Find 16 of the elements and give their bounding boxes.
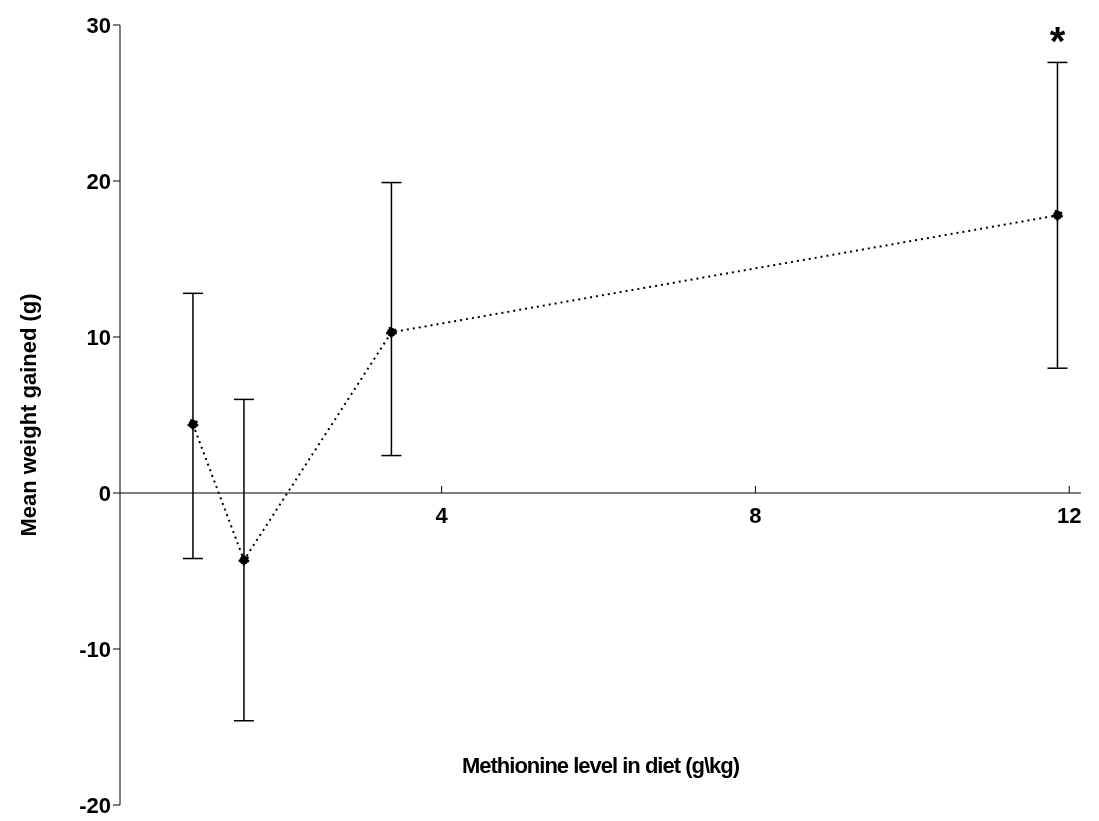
annotation: * (1049, 19, 1066, 64)
y-tick-label: -20 (79, 792, 111, 818)
y-tick-label: 10 (86, 324, 111, 350)
point (238, 554, 250, 566)
y-tick-label: 30 (86, 12, 111, 38)
x-tick-label: 12 (1056, 503, 1082, 528)
y-tick-label: -10 (79, 636, 111, 662)
y-axis-title: Mean weight gained (g) (15, 293, 41, 537)
x-axis-title: Methionine level in diet (g\kg) (461, 753, 740, 779)
y-tick-label: 20 (86, 168, 111, 194)
point (187, 418, 199, 430)
point (1051, 209, 1063, 221)
y-tick-label: 0 (98, 480, 111, 506)
x-tick-label: 4 (435, 503, 449, 528)
point (385, 326, 397, 338)
x-tick-label: 8 (749, 503, 762, 528)
